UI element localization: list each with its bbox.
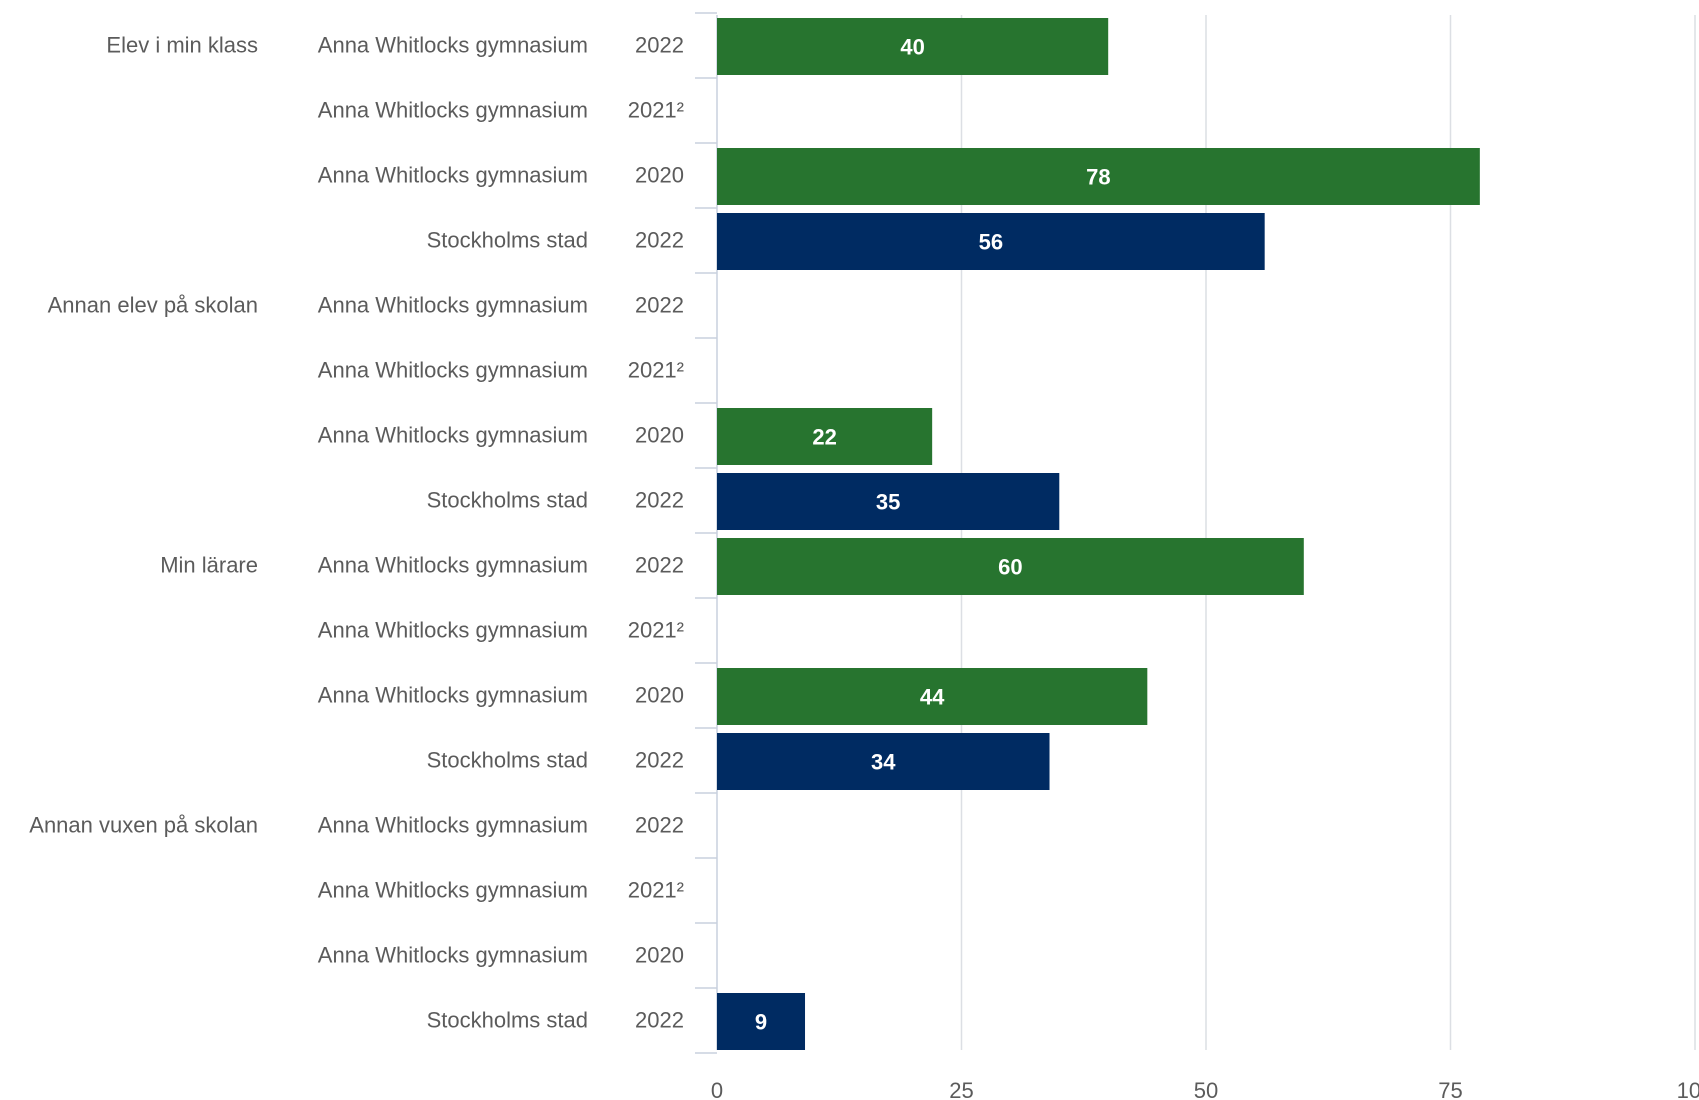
data-label: 60 (998, 554, 1022, 579)
unit-label: Anna Whitlocks gymnasium (318, 32, 588, 57)
x-tick-label: 0 (711, 1078, 723, 1100)
unit-label: Stockholms stad (427, 747, 588, 772)
data-label: 44 (920, 684, 945, 709)
year-label: 2022 (635, 487, 684, 512)
year-label: 2022 (635, 812, 684, 837)
year-label: 2021² (628, 97, 684, 122)
unit-label: Anna Whitlocks gymnasium (318, 617, 588, 642)
year-label: 2022 (635, 552, 684, 577)
year-label: 2020 (635, 942, 684, 967)
unit-label: Stockholms stad (427, 1007, 588, 1032)
unit-label: Stockholms stad (427, 227, 588, 252)
data-label: 40 (900, 34, 924, 59)
data-label: 34 (871, 749, 896, 774)
year-label: 2021² (628, 877, 684, 902)
unit-label: Anna Whitlocks gymnasium (318, 877, 588, 902)
data-label: 22 (812, 424, 836, 449)
unit-label: Anna Whitlocks gymnasium (318, 357, 588, 382)
data-label: 78 (1086, 164, 1110, 189)
year-label: 2020 (635, 422, 684, 447)
year-label: 2022 (635, 1007, 684, 1032)
data-label: 56 (979, 229, 1003, 254)
year-label: 2022 (635, 227, 684, 252)
year-label: 2020 (635, 682, 684, 707)
x-tick-label: 25 (949, 1078, 973, 1100)
unit-label: Stockholms stad (427, 487, 588, 512)
bar (717, 18, 1109, 75)
data-label: 35 (876, 489, 900, 514)
unit-label: Anna Whitlocks gymnasium (318, 97, 588, 122)
x-tick-label: 50 (1194, 1078, 1218, 1100)
bar (717, 668, 1148, 725)
unit-label: Anna Whitlocks gymnasium (318, 292, 588, 317)
unit-label: Anna Whitlocks gymnasium (318, 162, 588, 187)
group-label: Elev i min klass (106, 32, 258, 57)
bar (717, 213, 1265, 270)
bar (717, 993, 806, 1050)
x-tick-label: 75 (1438, 1078, 1462, 1100)
group-label: Annan elev på skolan (48, 292, 258, 317)
year-label: 2022 (635, 32, 684, 57)
unit-label: Anna Whitlocks gymnasium (318, 552, 588, 577)
year-label: 2021² (628, 617, 684, 642)
unit-label: Anna Whitlocks gymnasium (318, 942, 588, 967)
year-label: 2021² (628, 357, 684, 382)
unit-label: Anna Whitlocks gymnasium (318, 812, 588, 837)
year-label: 2020 (635, 162, 684, 187)
bar (717, 148, 1480, 205)
x-tick-label: 100 (1677, 1078, 1699, 1100)
unit-label: Anna Whitlocks gymnasium (318, 422, 588, 447)
year-label: 2022 (635, 747, 684, 772)
data-label: 9 (755, 1009, 767, 1034)
unit-label: Anna Whitlocks gymnasium (318, 682, 588, 707)
group-label: Annan vuxen på skolan (29, 812, 258, 837)
group-label: Min lärare (160, 552, 258, 577)
year-label: 2022 (635, 292, 684, 317)
bar (717, 408, 933, 465)
bar (717, 473, 1060, 530)
bar (717, 538, 1304, 595)
bar (717, 733, 1050, 790)
